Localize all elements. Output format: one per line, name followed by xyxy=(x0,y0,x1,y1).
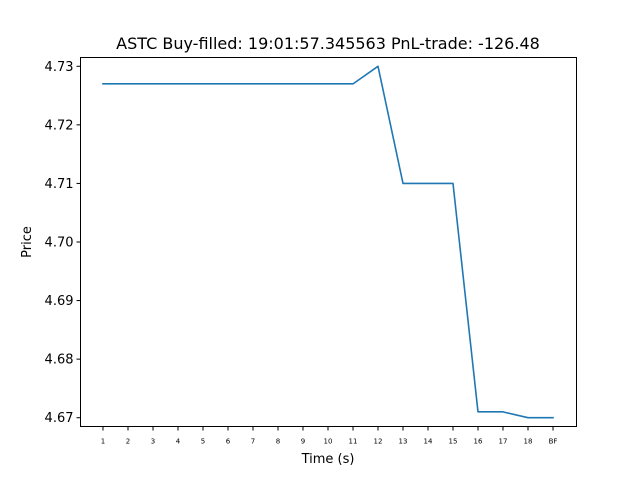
y-axis: 4.67 4.68 4.69 4.70 4.71 4.72 4.73 xyxy=(45,60,81,426)
x-tick-label: 3 xyxy=(151,438,155,446)
price-series-line xyxy=(102,65,554,419)
x-tick-label: 1 xyxy=(101,438,105,446)
x-tick-label: 9 xyxy=(301,438,305,446)
y-tick-label: 4.70 xyxy=(45,236,74,251)
x-tick-label: 10 xyxy=(324,438,333,446)
x-axis: 1 2 3 4 5 6 7 8 9 10 11 12 13 14 15 16 17 18 BF xyxy=(101,426,558,446)
x-tick-label: 5 xyxy=(201,438,205,446)
x-tick-label: 7 xyxy=(251,438,255,446)
x-tick-label: 12 xyxy=(374,438,383,446)
x-tick-label: 16 xyxy=(474,438,483,446)
y-tick-label: 4.69 xyxy=(45,294,74,309)
x-tick-label: 11 xyxy=(349,438,358,446)
x-tick-label: 6 xyxy=(226,438,231,446)
y-tick-label: 4.73 xyxy=(45,60,74,75)
x-tick-label: 15 xyxy=(449,438,458,446)
x-tick-label: 4 xyxy=(176,438,181,446)
y-axis-label: Price xyxy=(20,226,35,258)
plot-area: 4.674.684.694.704.714.724.73 1 2 3 4 5 6 7 8 9 10… xyxy=(45,57,577,446)
y-tick-label: 4.72 xyxy=(45,118,74,133)
x-tick-label: 14 xyxy=(424,438,433,446)
x-tick-label: 18 xyxy=(524,438,533,446)
y-tick-label: 4.68 xyxy=(45,353,74,368)
y-tick-label: 4.71 xyxy=(45,177,74,192)
x-tick-label: 2 xyxy=(126,438,130,446)
x-tick-label: 8 xyxy=(276,438,280,446)
y-tick-label: 4.67 xyxy=(45,411,74,426)
plot-frame xyxy=(80,57,577,427)
x-axis-label: Time (s) xyxy=(301,452,355,467)
x-tick-label: 17 xyxy=(499,438,508,446)
chart-title: ASTC Buy-filled: 19:01:57.345563 PnL-tra… xyxy=(116,34,540,53)
x-tick-label: BF xyxy=(549,438,558,446)
x-tick-label: 13 xyxy=(399,438,408,446)
